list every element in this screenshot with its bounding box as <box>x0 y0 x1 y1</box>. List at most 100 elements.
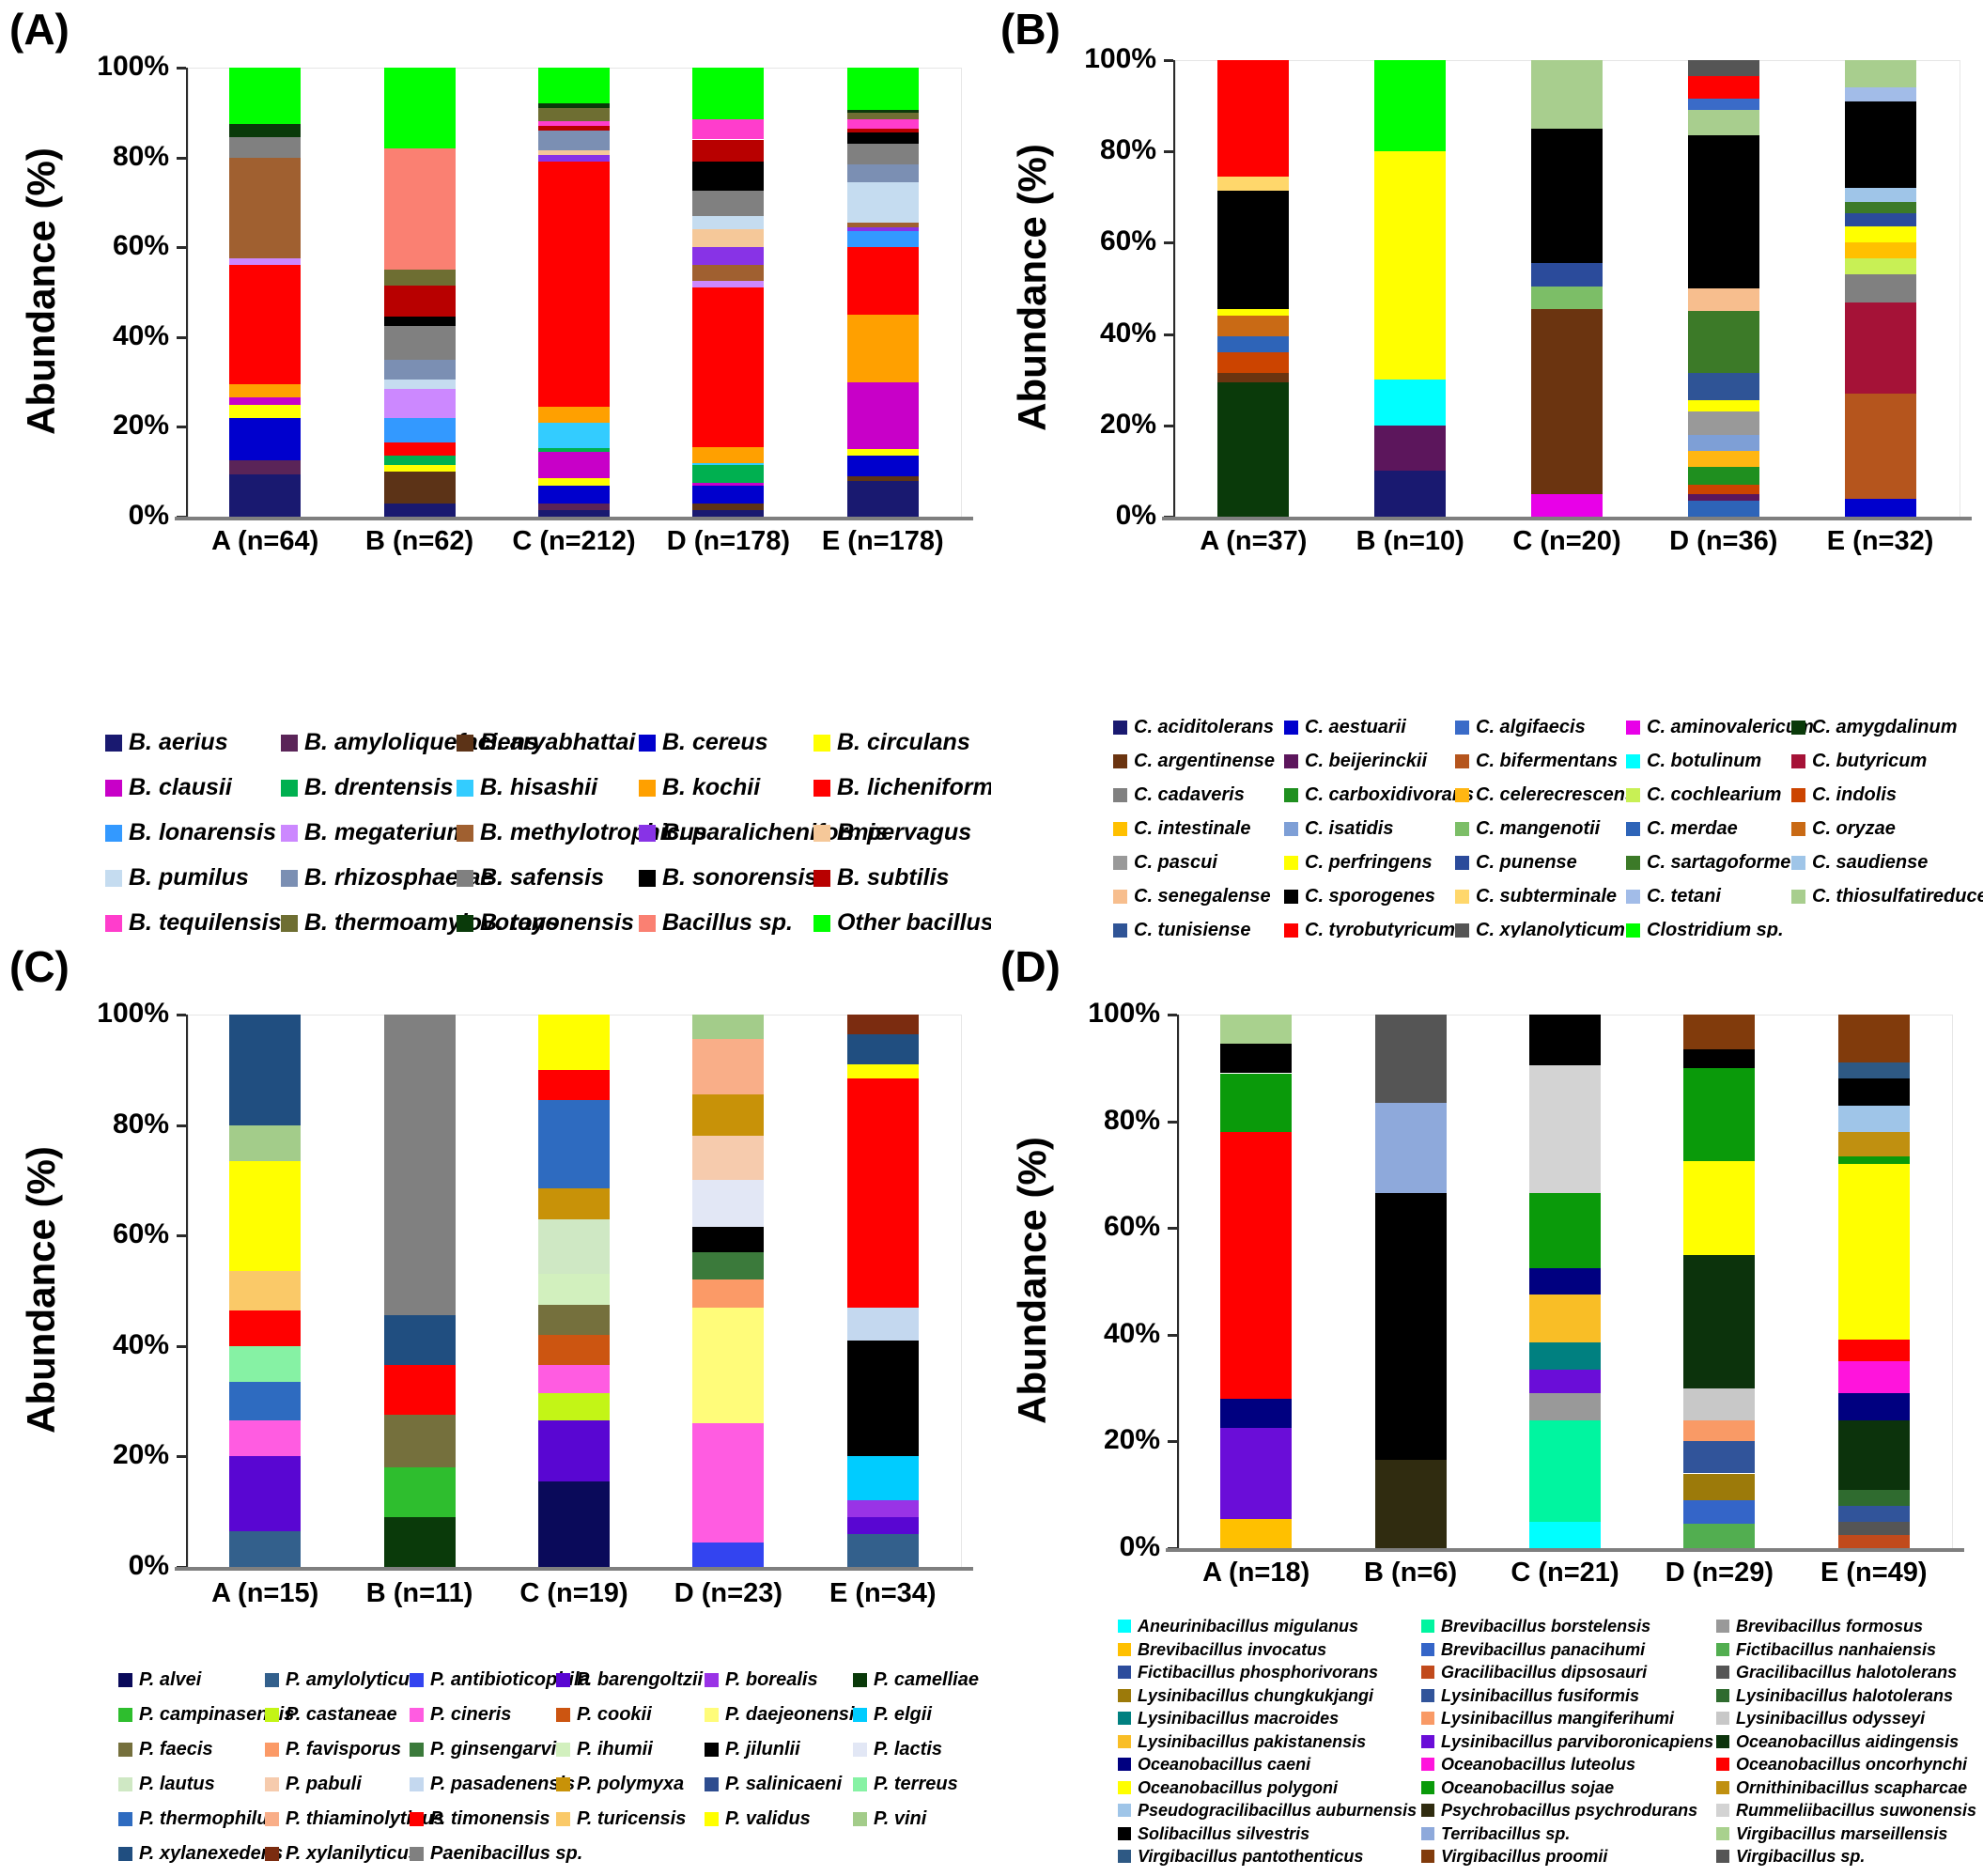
legend-species-label: P. thiaminolyticus <box>286 1808 444 1829</box>
bar-segment <box>383 1315 456 1366</box>
legend-item: Oceanobacillus polygoni <box>1118 1779 1338 1796</box>
legend-color-swatch <box>410 1811 424 1826</box>
legend-species-label: Rummeliibacillus suwonensis <box>1736 1801 1977 1820</box>
legend-species-label: P. vini <box>874 1808 927 1829</box>
bar-segment <box>229 473 302 517</box>
legend-color-swatch <box>281 869 298 887</box>
bar-segment <box>1217 381 1290 517</box>
legend-item: C. intestinale <box>1113 819 1250 838</box>
panel-letter-label: (A) <box>9 5 70 54</box>
legend-species-label: C. botulinum <box>1647 751 1762 771</box>
legend-color-swatch <box>1118 1758 1131 1771</box>
legend-color-swatch <box>1421 1804 1434 1817</box>
legend-item: C. mangenotii <box>1455 819 1600 838</box>
bar-segment <box>1687 493 1759 501</box>
legend-color-swatch <box>105 824 122 842</box>
legend-species-label: P. lautus <box>139 1774 215 1794</box>
legend-item: Gracilibacillus halotolerans <box>1716 1664 1957 1681</box>
y-tick-label: 100% <box>97 51 169 82</box>
bar-segment <box>1531 493 1603 517</box>
legend-item: P. jilunlii <box>705 1740 800 1759</box>
legend-item: C. merdae <box>1626 819 1738 838</box>
legend-color-swatch <box>457 914 473 932</box>
y-tick-label: 40% <box>112 319 169 351</box>
bar-segment <box>538 162 610 407</box>
bar-segment <box>1844 302 1916 394</box>
bar-segment <box>692 1307 765 1424</box>
bar-segment <box>538 103 610 109</box>
legend-species-label: P. faecis <box>139 1739 213 1760</box>
y-tick-mark <box>177 335 186 339</box>
bar-segment <box>229 417 302 461</box>
y-tick-label: 80% <box>1103 1104 1160 1136</box>
bar-segment <box>229 1310 302 1346</box>
legend-species-label: Other bacillus species <box>837 909 991 936</box>
bar-segment <box>692 139 765 163</box>
legend-item: P. timonensis <box>410 1809 550 1828</box>
legend-species-label: C. tunisiense <box>1134 920 1251 938</box>
bar-segment <box>229 1271 302 1310</box>
bar-segment <box>692 462 765 466</box>
legend-item: C. butyricum <box>1791 752 1927 770</box>
bar-segment <box>692 1423 765 1543</box>
legend-color-swatch <box>1716 1850 1729 1863</box>
legend-item: P. pasadenensis <box>410 1775 575 1793</box>
bar-segment <box>1529 1064 1601 1194</box>
legend-species-label: P. polymyxa <box>577 1774 685 1794</box>
bar-segment <box>1844 87 1916 101</box>
legend-color-swatch <box>457 779 473 797</box>
bar-segment <box>1529 1419 1601 1522</box>
legend-item: C. celerecrescens <box>1455 785 1635 804</box>
y-tick-label: 20% <box>112 1439 169 1471</box>
legend-species-label: P. terreus <box>874 1774 958 1794</box>
bar-segment <box>692 1136 765 1181</box>
legend-item: C. sporogenes <box>1284 887 1435 906</box>
bar-segment <box>1220 1015 1293 1045</box>
legend-color-swatch <box>1421 1734 1434 1748</box>
y-axis-line <box>1177 1015 1179 1552</box>
bar-segment <box>538 451 610 479</box>
legend-species-label: Oceanobacillus luteolus <box>1441 1755 1636 1774</box>
legend-color-swatch <box>1284 720 1298 735</box>
legend-color-swatch <box>1716 1804 1729 1817</box>
legend-color-swatch <box>1118 1804 1131 1817</box>
bar-segment <box>692 1094 765 1137</box>
legend-species-label: Brevibacillus formosus <box>1736 1617 1924 1636</box>
legend-species-label: P. jilunlii <box>725 1739 800 1760</box>
legend-color-swatch <box>1626 787 1640 802</box>
x-axis-baseline <box>175 1567 973 1571</box>
legend-color-swatch <box>639 779 656 797</box>
bar-segment <box>1683 1499 1756 1525</box>
legend-item: C. senegalense <box>1113 887 1271 906</box>
bar-segment <box>229 157 302 259</box>
bar-segment <box>383 1365 456 1416</box>
legend-species-label: C. tyrobutyricum <box>1305 920 1456 938</box>
legend-color-swatch <box>1791 889 1805 904</box>
y-axis-title: Abundance (%) <box>19 147 63 435</box>
legend-species-label: C. indolis <box>1812 784 1897 805</box>
panel-letter-label: (C) <box>9 942 70 991</box>
legend-species-label: P. barengoltzii <box>577 1669 704 1690</box>
bar-segment <box>1687 501 1759 517</box>
bar-segment <box>692 1039 765 1095</box>
legend-color-swatch <box>410 1846 424 1861</box>
bar-segment <box>692 509 765 517</box>
legend-species-label: C. sartagoforme <box>1647 852 1791 873</box>
bar-segment <box>1844 393 1916 499</box>
legend-color-swatch <box>265 1707 279 1722</box>
y-tick-label: 0% <box>128 1550 169 1581</box>
legend-species-label: Oceanobacillus polygoni <box>1138 1777 1339 1797</box>
legend-item: C. subterminale <box>1455 887 1617 906</box>
legend-item: B. aerius <box>105 731 228 754</box>
bar-segment <box>1374 1460 1447 1548</box>
stacked-bar <box>1529 1015 1601 1548</box>
bar-segment <box>1374 1102 1447 1194</box>
x-category-label: A (n=37) <box>1200 526 1308 556</box>
bar-segment <box>383 1015 456 1316</box>
bar-segment <box>1844 498 1916 517</box>
bar-segment <box>383 325 456 360</box>
bar-segment <box>846 456 919 476</box>
legend-species-label: Oceanobacillus caeni <box>1138 1755 1311 1774</box>
legend-item: Psychrobacillus psychrodurans <box>1421 1802 1697 1819</box>
bar-segment <box>1837 1078 1910 1106</box>
